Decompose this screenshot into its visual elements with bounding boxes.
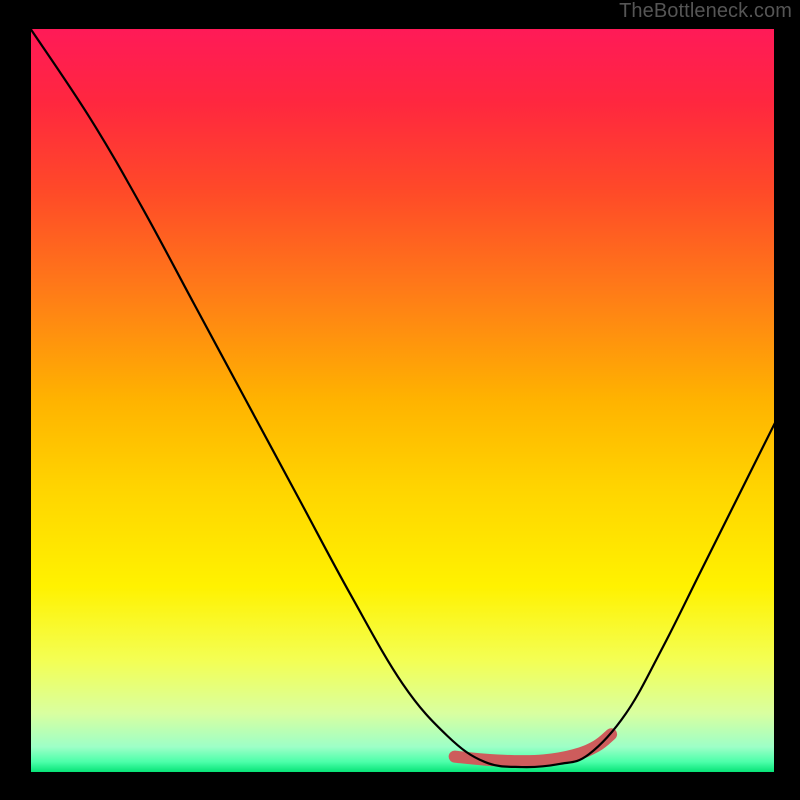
- attribution-text: TheBottleneck.com: [619, 0, 792, 23]
- bottleneck-chart: [0, 0, 800, 800]
- plot-background: [30, 28, 775, 773]
